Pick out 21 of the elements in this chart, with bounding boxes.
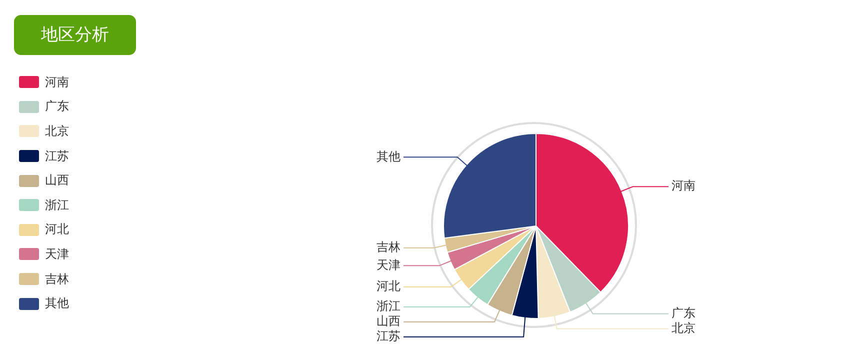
slice-label: 浙江 (376, 299, 400, 314)
chart-title: 地区分析 (14, 15, 136, 55)
slice-label: 广东 (672, 306, 696, 320)
slice-label: 天津 (376, 258, 400, 272)
legend-label: 其他 (45, 295, 69, 312)
legend-label: 江苏 (45, 148, 69, 165)
slice-label: 山西 (376, 314, 400, 328)
slice-label: 吉林 (376, 240, 400, 254)
slice-label: 北京 (672, 320, 696, 335)
slice-label: 河南 (672, 178, 696, 193)
legend-label: 北京 (45, 122, 69, 140)
legend-label: 山西 (45, 172, 69, 190)
legend-label: 河南 (45, 74, 69, 91)
legend-label: 天津 (45, 246, 69, 263)
slice-label: 江苏 (376, 329, 400, 344)
legend-label: 浙江 (45, 196, 69, 214)
legend-label: 吉林 (45, 270, 69, 288)
legend-label: 广东 (45, 98, 69, 116)
legend-label: 河北 (45, 221, 69, 238)
slice-label: 其他 (376, 149, 400, 164)
slice-label: 河北 (376, 279, 400, 294)
